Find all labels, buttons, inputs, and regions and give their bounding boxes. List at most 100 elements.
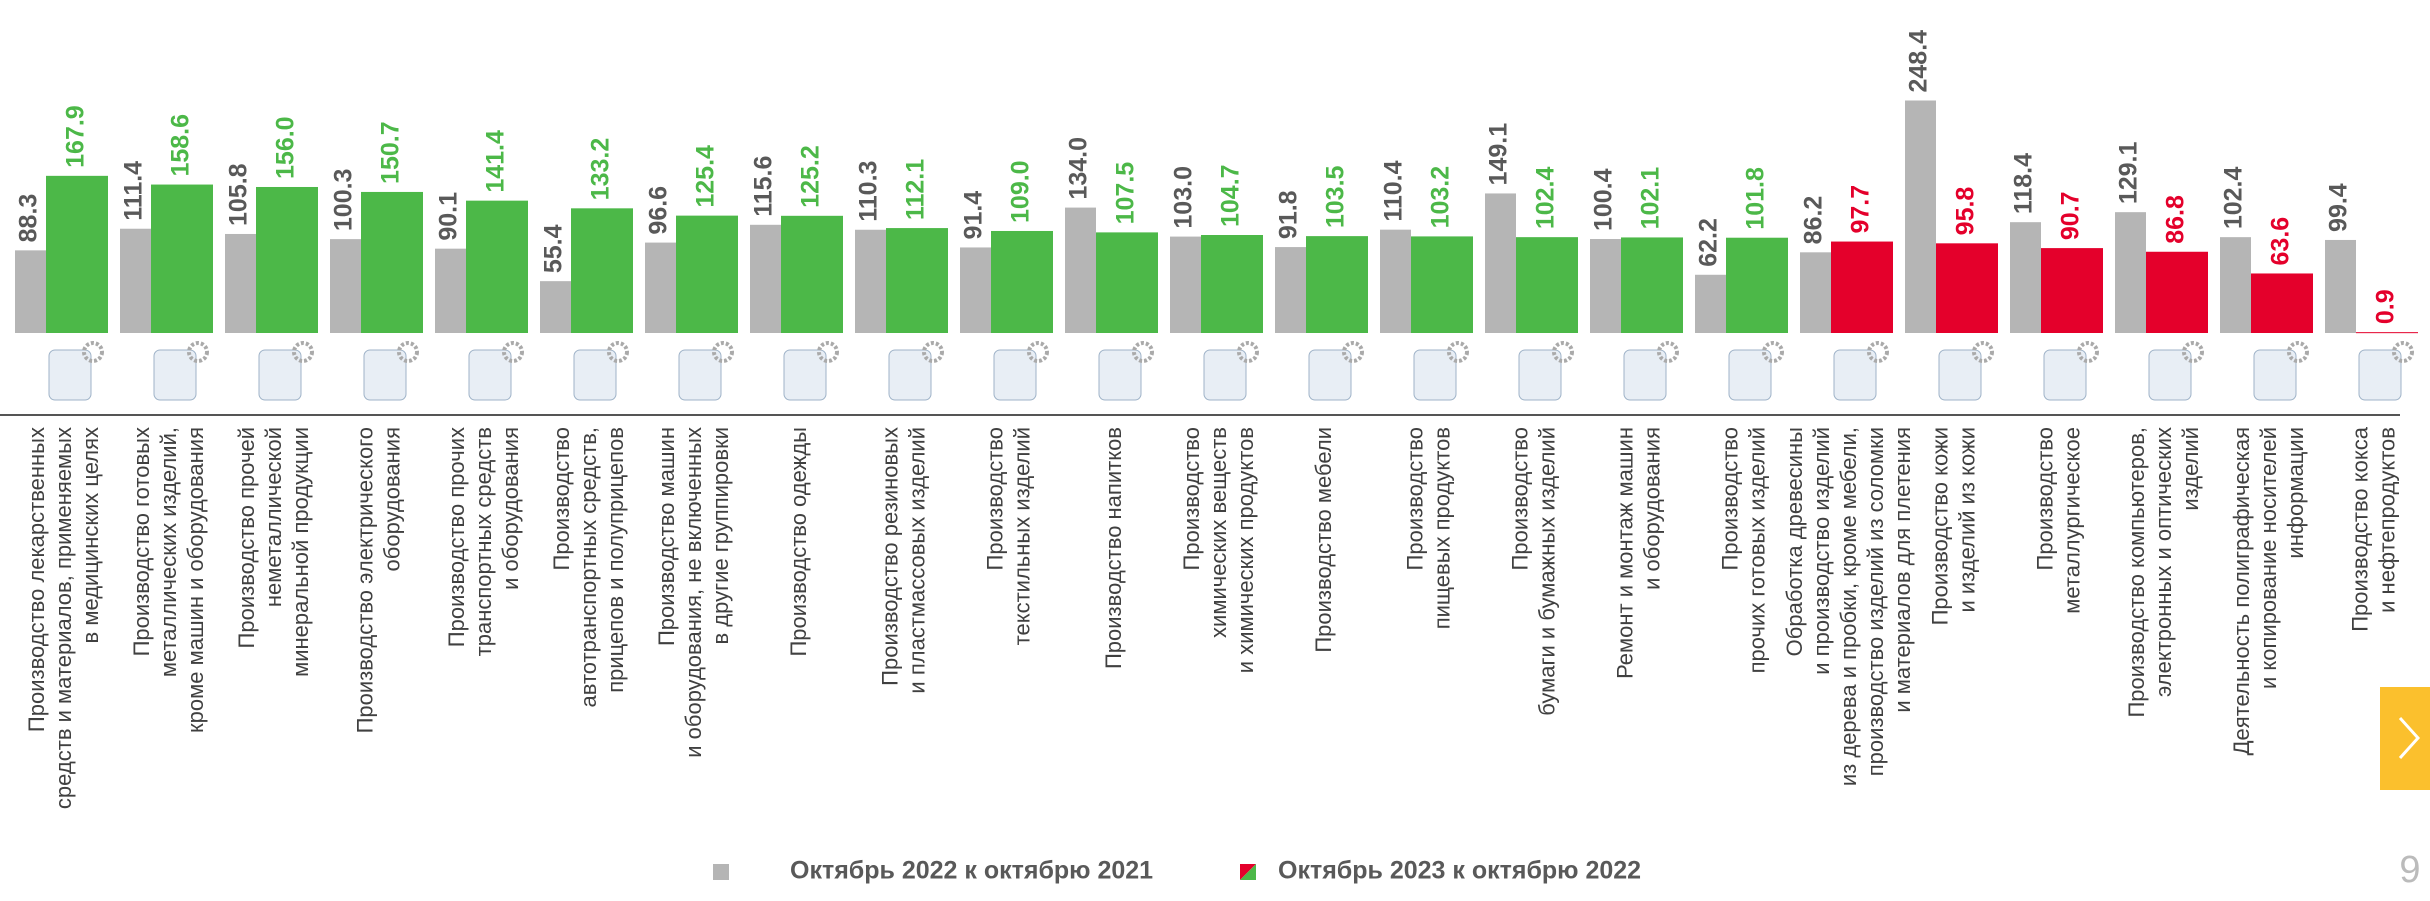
- value-label: 110.3: [855, 161, 883, 222]
- value-label: 103.2: [1427, 166, 1455, 229]
- bar: [1726, 238, 1788, 333]
- value-label: 125.2: [797, 145, 825, 208]
- bar: [1831, 242, 1893, 333]
- category-label: в медицинских целях: [78, 427, 103, 643]
- value-label: 62.2: [1695, 218, 1723, 267]
- value-label: 63.6: [2267, 217, 2295, 266]
- bar: [1306, 236, 1368, 333]
- value-label: 156.0: [272, 116, 300, 179]
- legend-swatch: [713, 864, 729, 880]
- bar: [2115, 212, 2146, 333]
- category-label: Производство прочей: [234, 427, 259, 648]
- bar: [1936, 243, 1998, 333]
- bar: [1275, 247, 1306, 333]
- chart: 9 88.3167.9Производство лекарственныхсре…: [0, 0, 2430, 901]
- value-label: 112.1: [902, 159, 930, 220]
- category-label: и оборудования: [498, 427, 523, 590]
- value-label: 99.4: [2325, 183, 2353, 232]
- category-label: и оборудования, не включенных: [681, 427, 706, 758]
- bar: [256, 187, 318, 333]
- bar: [2220, 237, 2251, 333]
- bar: [1590, 239, 1621, 333]
- bar: [676, 216, 738, 333]
- category-label: текстильных изделий: [1009, 427, 1034, 645]
- value-label: 158.6: [167, 114, 195, 177]
- category-label: Производство: [1402, 427, 1427, 570]
- category-label: Производство кокса: [2347, 426, 2372, 632]
- bar: [886, 228, 948, 333]
- value-label: 91.8: [1275, 190, 1303, 239]
- legend-label: Октябрь 2023 к октябрю 2022: [1278, 857, 1641, 885]
- category-label: изделий: [2178, 427, 2203, 511]
- bar: [435, 249, 466, 333]
- category-label: в другие группировки: [708, 427, 733, 645]
- bar: [2010, 222, 2041, 333]
- category-label: Производство: [549, 427, 574, 570]
- category-label: Производство лекарственных: [24, 427, 49, 732]
- bar: [225, 234, 256, 333]
- value-label: 111.4: [120, 161, 148, 221]
- bar: [1695, 275, 1726, 333]
- next-tab[interactable]: [2380, 687, 2430, 790]
- value-label: 102.4: [1532, 166, 1560, 229]
- value-label: 167.9: [62, 105, 90, 168]
- category-label: металлургическое: [2059, 427, 2084, 614]
- category-label: химических веществ: [1206, 427, 1231, 638]
- bar: [855, 230, 886, 333]
- bar: [2146, 252, 2208, 333]
- value-label: 149.1: [1485, 123, 1513, 186]
- bar: [120, 229, 151, 333]
- value-label: 109.0: [1007, 160, 1035, 223]
- category-label: средств и материалов, применяемых: [51, 427, 76, 809]
- value-label: 129.1: [2115, 142, 2143, 205]
- page: 9 88.3167.9Производство лекарственныхсре…: [0, 0, 2430, 901]
- category-label: и копирование носителей: [2256, 427, 2281, 689]
- bar: [361, 192, 423, 333]
- bar: [750, 225, 781, 333]
- bar: [991, 231, 1053, 333]
- bar: [1170, 237, 1201, 333]
- value-label: 125.4: [692, 145, 720, 208]
- bar: [645, 243, 676, 333]
- bar: [1621, 237, 1683, 333]
- value-label: 103.5: [1322, 165, 1350, 228]
- value-label: 55.4: [540, 224, 568, 273]
- category-label: Производство напитков: [1101, 427, 1126, 669]
- category-label: пищевых продуктов: [1429, 427, 1454, 629]
- page-number: 9: [2399, 849, 2420, 891]
- value-label: 248.4: [1905, 30, 1933, 93]
- value-label: 91.4: [960, 191, 988, 240]
- bar: [1516, 237, 1578, 333]
- bar: [330, 239, 361, 333]
- value-label: 96.6: [645, 186, 673, 235]
- bar: [1380, 230, 1411, 333]
- category-label: Производство: [982, 427, 1007, 570]
- category-label: из дерева и пробки, кроме мебели,: [1836, 427, 1861, 786]
- value-label: 118.4: [2010, 153, 2038, 214]
- legend-label: Октябрь 2022 к октябрю 2021: [790, 857, 1153, 885]
- category-label: Производство машин: [654, 427, 679, 646]
- category-label: прицепов и полуприцепов: [603, 427, 628, 693]
- bar: [1485, 193, 1516, 333]
- value-label: 110.4: [1380, 160, 1408, 221]
- category-label: Производство прочих: [444, 427, 469, 647]
- value-label: 103.0: [1170, 166, 1198, 229]
- category-label: и нефтепродуктов: [2374, 427, 2399, 613]
- bar: [466, 201, 528, 333]
- category-label: Деятельность полиграфическая: [2229, 427, 2254, 755]
- bar: [2251, 273, 2313, 333]
- category-label: Ремонт и монтаж машин: [1612, 427, 1637, 679]
- bar: [2325, 240, 2356, 333]
- category-label: Производство готовых: [129, 427, 154, 656]
- category-label: производство изделий из соломки: [1863, 427, 1888, 776]
- bar: [46, 176, 108, 333]
- category-label: Производство мебели: [1311, 427, 1336, 653]
- value-label: 100.4: [1590, 168, 1618, 231]
- value-label: 95.8: [1952, 187, 1980, 236]
- category-label: и оборудования: [1639, 427, 1664, 590]
- category-label: металлических изделий,: [156, 427, 181, 677]
- category-label: бумаги и бумажных изделий: [1534, 427, 1559, 716]
- category-label: Производство: [1179, 427, 1204, 570]
- value-label: 86.8: [2162, 195, 2190, 244]
- value-label: 115.6: [750, 156, 778, 217]
